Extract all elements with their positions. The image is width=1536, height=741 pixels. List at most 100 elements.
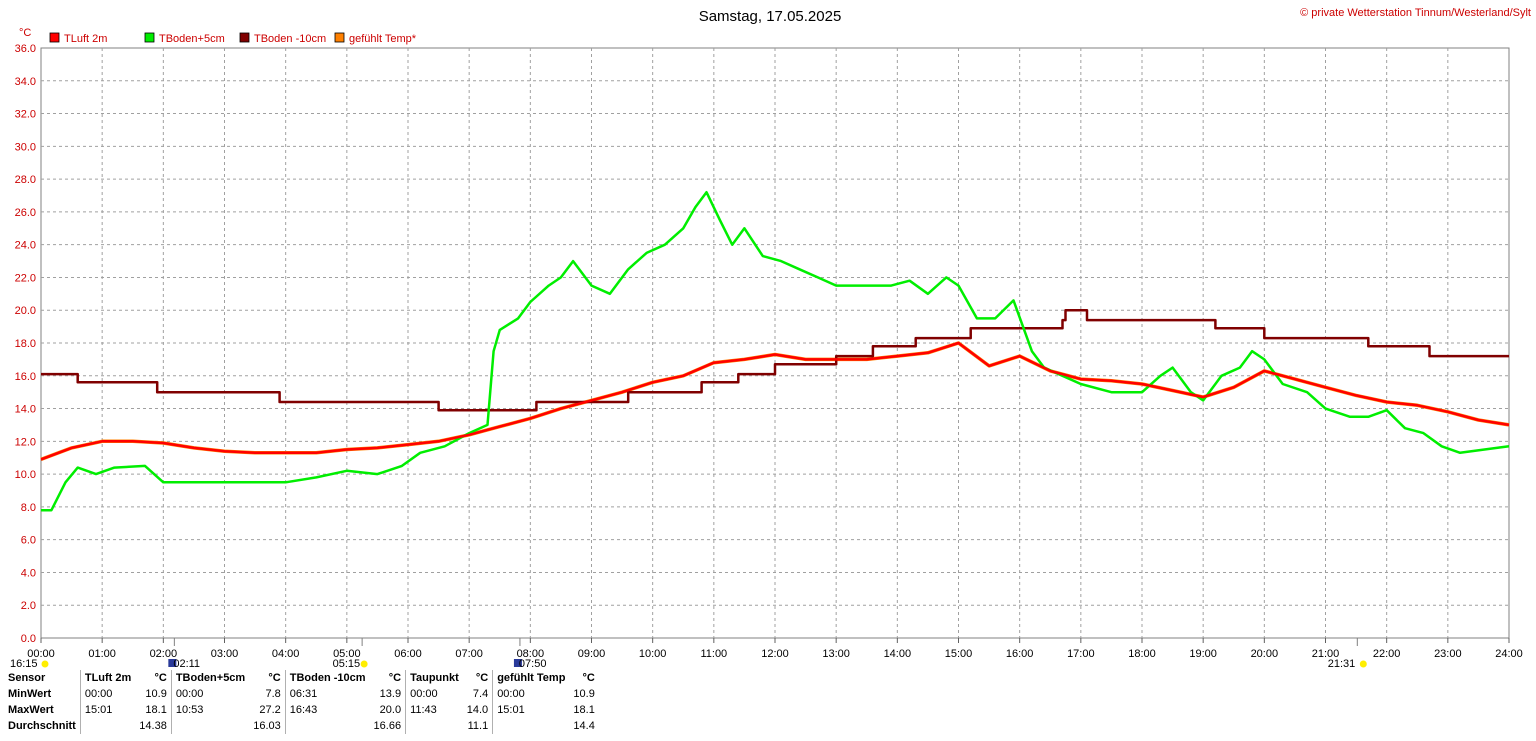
x-tick-label: 01:00: [88, 648, 116, 660]
event-time: 02:11: [173, 658, 200, 670]
stats-cell: °C: [388, 672, 402, 684]
stats-cell: 15:01: [79, 702, 136, 718]
y-axis-unit: °C: [19, 27, 31, 39]
y-tick-label: 12.0: [15, 436, 36, 448]
stats-cell: 18.1: [573, 704, 595, 716]
y-tick-label: 10.0: [15, 469, 36, 481]
stats-cell: 00:00: [79, 686, 136, 702]
y-tick-label: 24.0: [15, 240, 36, 252]
stats-cell: 10.9: [573, 688, 595, 700]
x-tick-label: 15:00: [945, 648, 973, 660]
stats-cell: 10.9: [145, 688, 167, 700]
moon-icon: [168, 659, 177, 667]
chart-grid: [40, 47, 1510, 643]
stats-cell: [79, 718, 136, 734]
stats-cell: 13.9: [379, 688, 402, 700]
stats-row: MinWert 00:00 10.9 00:00 7.8 06:31 13.9 00:00 7.…: [4, 686, 599, 702]
stats-cell: TBoden+5cm: [170, 670, 250, 686]
x-tick-label: 16:00: [1006, 648, 1034, 660]
y-tick-label: 16.0: [15, 371, 36, 383]
x-tick-label: 09:00: [578, 648, 606, 660]
y-tick-label: 6.0: [21, 535, 36, 547]
stats-cell: 16:43: [284, 702, 370, 718]
stats-cell: °C: [475, 672, 489, 684]
stats-cell: 11.1: [467, 720, 489, 732]
x-tick-label: 21:00: [1312, 648, 1340, 660]
legend-label: TBoden -10cm: [254, 33, 326, 45]
legend-swatch: [49, 32, 60, 43]
chart-legend: TLuft 2m TBoden+5cm TBoden -10cm gefühlt Te…: [49, 32, 417, 45]
copyright-text: © private Wetterstation Tinnum/Westerlan…: [1300, 7, 1531, 19]
stats-cell: 00:00: [492, 686, 570, 702]
stats-cell: Durchschnitt: [8, 720, 76, 732]
legend-label: gefühlt Temp*: [349, 33, 417, 45]
y-tick-label: 18.0: [15, 338, 36, 350]
stats-cell: [492, 718, 570, 734]
moon-icon: [513, 659, 522, 667]
x-axis: 00:00 01:00 02:00 03:00 04:00 05:00 06:00 07:00…: [27, 648, 1523, 660]
x-tick-label: 02:00: [150, 648, 178, 660]
stats-cell: 20.0: [379, 704, 402, 716]
y-tick-label: 30.0: [15, 141, 36, 153]
x-tick-label: 07:00: [455, 648, 483, 660]
series-line-tboden-5cm: [41, 190, 1510, 512]
x-tick-label: 14:00: [884, 648, 912, 660]
legend-swatch: [239, 32, 250, 43]
series-line-tboden-10cm: [41, 308, 1509, 412]
event-time: 16:15: [10, 658, 38, 670]
chart-title: Samstag, 17.05.2025: [699, 8, 842, 25]
x-tick-label: 12:00: [761, 648, 789, 660]
stats-cell: 11:43: [405, 702, 463, 718]
x-tick-label: 04:00: [272, 648, 300, 660]
x-tick-label: 22:00: [1373, 648, 1401, 660]
y-tick-label: 14.0: [15, 404, 36, 416]
legend-swatch: [334, 32, 345, 43]
x-tick-label: 06:00: [394, 648, 422, 660]
stats-cell: 15:01: [492, 702, 570, 718]
x-tick-label: 10:00: [639, 648, 667, 660]
legend-label: TLuft 2m: [64, 33, 107, 45]
stats-cell: 06:31: [284, 686, 370, 702]
stats-row: MaxWert 15:01 18.1 10:53 27.2 16:43 20.0 11:43 1…: [4, 702, 599, 718]
stats-cell: 27.2: [259, 704, 281, 716]
y-tick-label: 8.0: [21, 502, 36, 514]
legend-label: TBoden+5cm: [159, 33, 225, 45]
stats-cell: MinWert: [8, 688, 52, 700]
stats-cell: 16.66: [373, 720, 402, 732]
y-tick-label: 28.0: [15, 174, 36, 186]
legend-swatch: [144, 32, 155, 43]
stats-cell: 7.8: [265, 688, 281, 700]
event-time: 05:15: [333, 658, 361, 670]
stats-cell: gefühlt Temp: [492, 670, 570, 686]
sun-moon-events: 16:15 02:11 05:15 07:50 21:31: [10, 638, 1367, 670]
stats-cell: °C: [582, 672, 595, 684]
x-tick-label: 11:00: [700, 648, 727, 660]
x-tick-label: 08:00: [517, 648, 545, 660]
sun-icon: [1359, 660, 1367, 668]
x-tick-label: 17:00: [1067, 648, 1095, 660]
stats-cell: Sensor: [8, 672, 46, 684]
y-tick-label: 36.0: [15, 43, 36, 55]
y-tick-label: 0.0: [21, 633, 36, 645]
stats-cell: 16.03: [253, 720, 281, 732]
y-axis: 0.0 2.0 4.0 6.0 8.0 10.0 12.0 14.0 16.0 18.0 20.0 2…: [15, 43, 36, 645]
x-tick-label: 00:00: [27, 648, 55, 660]
series-line-tluft-2m: [40, 341, 1510, 461]
stats-cell: 14.4: [573, 720, 595, 732]
chart-series: [40, 190, 1510, 512]
x-tick-label: 18:00: [1128, 648, 1156, 660]
stats-cell: Taupunkt: [405, 670, 463, 686]
x-tick-label: 13:00: [822, 648, 850, 660]
x-tick-label: 20:00: [1251, 648, 1279, 660]
stats-table: Sensor TLuft 2m °C TBoden+5cm °C TBoden -10cm…: [4, 670, 599, 734]
y-tick-label: 2.0: [21, 600, 36, 612]
y-tick-label: 22.0: [15, 272, 36, 284]
stats-cell: 00:00: [170, 686, 250, 702]
stats-row: Sensor TLuft 2m °C TBoden+5cm °C TBoden -10cm…: [4, 670, 599, 686]
x-tick-label: 24:00: [1495, 648, 1523, 660]
stats-cell: 10:53: [170, 702, 250, 718]
stats-cell: TLuft 2m: [79, 670, 136, 686]
event-time: 07:50: [519, 658, 547, 670]
x-tick-label: 23:00: [1434, 648, 1462, 660]
sun-icon: [41, 660, 49, 668]
